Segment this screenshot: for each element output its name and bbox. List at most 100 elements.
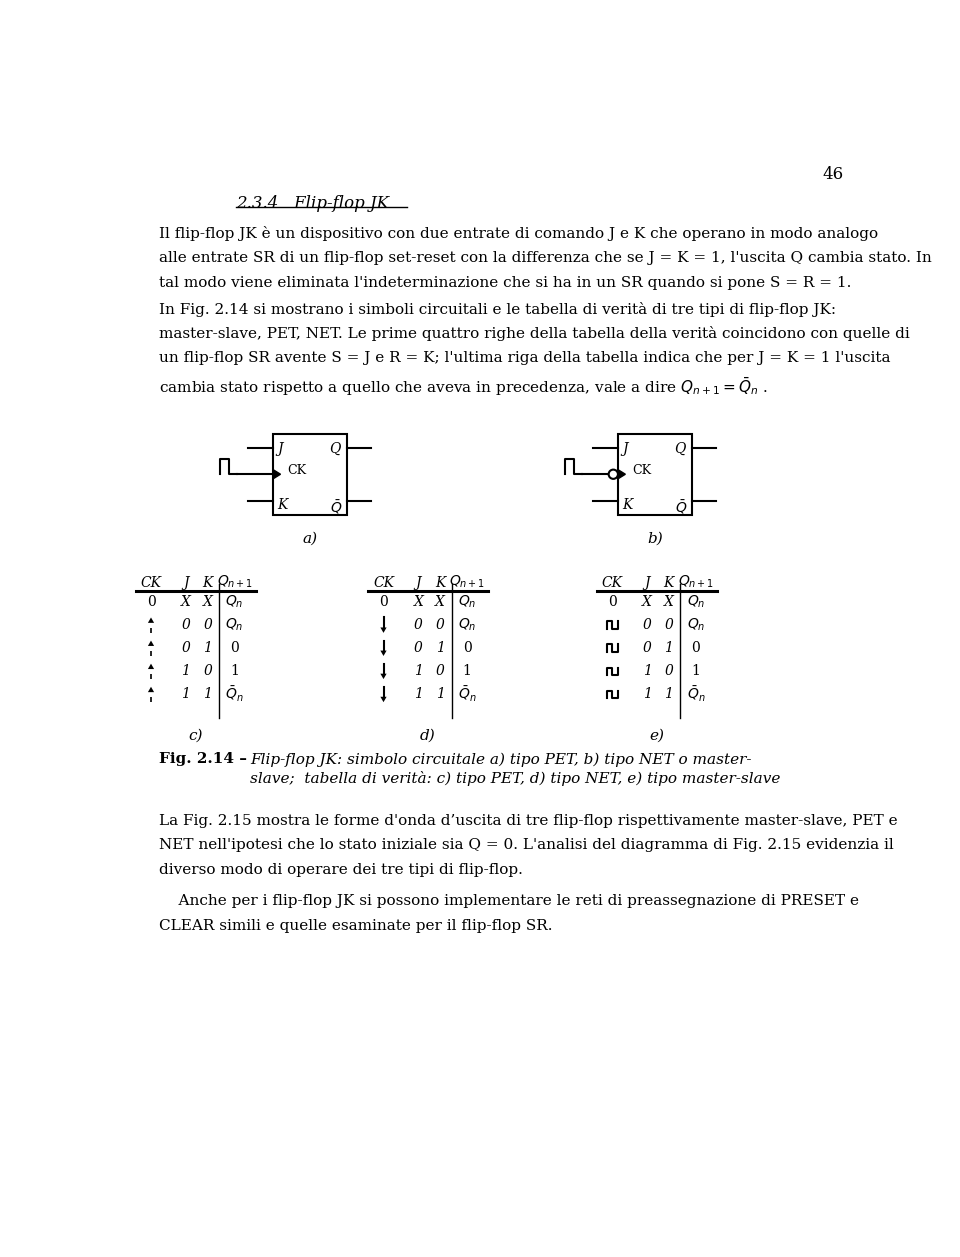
Text: 1: 1 xyxy=(642,688,652,701)
Text: $\bar{Q}_n$: $\bar{Q}_n$ xyxy=(226,685,244,704)
Text: J: J xyxy=(623,441,628,455)
Text: slave;  tabella di verità: c) tipo PET, d) tipo NET, e) tipo master-slave: slave; tabella di verità: c) tipo PET, d… xyxy=(251,771,780,786)
Text: diverso modo di operare dei tre tipi di flip-flop.: diverso modo di operare dei tre tipi di … xyxy=(158,864,522,877)
Text: 0: 0 xyxy=(642,641,652,655)
Text: 1: 1 xyxy=(181,665,190,679)
Text: 1: 1 xyxy=(181,688,190,701)
Text: 0: 0 xyxy=(642,618,652,632)
Text: $Q_n$: $Q_n$ xyxy=(458,593,476,610)
Text: Fig. 2.14 –: Fig. 2.14 – xyxy=(158,752,257,767)
Text: 1: 1 xyxy=(414,665,422,679)
Text: Anche per i flip-flop JK si possono implementare le reti di preassegnazione di P: Anche per i flip-flop JK si possono impl… xyxy=(158,894,859,908)
Polygon shape xyxy=(148,664,155,669)
Bar xyxy=(618,434,691,514)
Bar xyxy=(273,434,347,514)
Text: 1: 1 xyxy=(204,688,212,701)
Polygon shape xyxy=(380,696,387,703)
Text: 0: 0 xyxy=(379,595,388,610)
Text: K: K xyxy=(663,576,674,590)
Text: CK: CK xyxy=(140,576,161,590)
Text: 0: 0 xyxy=(204,618,212,632)
Text: 1: 1 xyxy=(436,688,444,701)
Text: Q: Q xyxy=(329,441,341,455)
Text: X: X xyxy=(642,595,652,610)
Text: 0: 0 xyxy=(436,665,444,679)
Text: 0: 0 xyxy=(204,665,212,679)
Text: $Q_n$: $Q_n$ xyxy=(686,617,705,634)
Text: $Q_n$: $Q_n$ xyxy=(226,617,244,634)
Text: 0: 0 xyxy=(691,641,700,655)
Polygon shape xyxy=(273,470,280,479)
Text: 1: 1 xyxy=(414,688,422,701)
Text: J: J xyxy=(416,576,421,590)
Text: $\bar{Q}$: $\bar{Q}$ xyxy=(675,498,686,515)
Text: 1: 1 xyxy=(463,665,471,679)
Text: a): a) xyxy=(302,532,318,546)
Text: 0: 0 xyxy=(414,641,422,655)
Text: alle entrate SR di un flip-flop set-reset con la differenza che se J = K = 1, l': alle entrate SR di un flip-flop set-rese… xyxy=(158,251,931,265)
Text: K: K xyxy=(277,498,288,512)
Text: 1: 1 xyxy=(204,641,212,655)
Text: b): b) xyxy=(647,532,662,546)
Text: $Q_{n+1}$: $Q_{n+1}$ xyxy=(678,573,714,590)
Text: 0: 0 xyxy=(414,618,422,632)
Text: c): c) xyxy=(188,728,203,743)
Text: X: X xyxy=(435,595,445,610)
Text: K: K xyxy=(435,576,445,590)
Text: e): e) xyxy=(649,728,664,743)
Text: $Q_n$: $Q_n$ xyxy=(458,617,476,634)
Text: 2.3.4   Flip-flop JK: 2.3.4 Flip-flop JK xyxy=(236,196,389,212)
Text: $\bar{Q}_n$: $\bar{Q}_n$ xyxy=(686,685,705,704)
Text: $\bar{Q}_n$: $\bar{Q}_n$ xyxy=(458,685,476,704)
Text: $\bar{Q}$: $\bar{Q}$ xyxy=(329,498,342,515)
Text: 0: 0 xyxy=(608,595,616,610)
Text: 1: 1 xyxy=(230,665,239,679)
Text: X: X xyxy=(414,595,423,610)
Text: 0: 0 xyxy=(181,618,190,632)
Text: 0: 0 xyxy=(230,641,239,655)
Polygon shape xyxy=(148,686,155,693)
Text: CK: CK xyxy=(373,576,394,590)
Circle shape xyxy=(609,470,618,479)
Text: 0: 0 xyxy=(664,618,673,632)
Text: X: X xyxy=(180,595,191,610)
Text: CK: CK xyxy=(632,464,651,476)
Polygon shape xyxy=(380,651,387,656)
Text: 46: 46 xyxy=(823,166,844,184)
Polygon shape xyxy=(618,470,625,479)
Polygon shape xyxy=(380,627,387,632)
Text: In Fig. 2.14 si mostrano i simboli circuitali e le tabella di verità di tre tipi: In Fig. 2.14 si mostrano i simboli circu… xyxy=(158,302,836,317)
Text: NET nell'ipotesi che lo stato iniziale sia Q = 0. L'analisi del diagramma di Fig: NET nell'ipotesi che lo stato iniziale s… xyxy=(158,838,894,852)
Text: 1: 1 xyxy=(664,641,673,655)
Text: 0: 0 xyxy=(463,641,471,655)
Text: tal modo viene eliminata l'indeterminazione che si ha in un SR quando si pone S : tal modo viene eliminata l'indeterminazi… xyxy=(158,275,852,289)
Text: CK: CK xyxy=(602,576,623,590)
Text: CK: CK xyxy=(287,464,306,476)
Text: 0: 0 xyxy=(664,665,673,679)
Polygon shape xyxy=(148,617,155,623)
Text: master-slave, PET, NET. Le prime quattro righe della tabella della verità coinci: master-slave, PET, NET. Le prime quattro… xyxy=(158,327,909,342)
Text: d): d) xyxy=(420,728,436,743)
Text: J: J xyxy=(644,576,650,590)
Polygon shape xyxy=(148,641,155,646)
Text: 1: 1 xyxy=(664,688,673,701)
Text: $Q_{n+1}$: $Q_{n+1}$ xyxy=(449,573,486,590)
Text: 1: 1 xyxy=(436,641,444,655)
Text: K: K xyxy=(203,576,213,590)
Text: Q: Q xyxy=(675,441,685,455)
Text: 1: 1 xyxy=(691,665,700,679)
Text: La Fig. 2.15 mostra le forme d'onda d’uscita di tre flip-flop rispettivamente ma: La Fig. 2.15 mostra le forme d'onda d’us… xyxy=(158,813,898,828)
Text: J: J xyxy=(277,441,283,455)
Text: cambia stato rispetto a quello che aveva in precedenza, vale a dire $Q_{n+1} = \: cambia stato rispetto a quello che aveva… xyxy=(158,376,768,397)
Text: 1: 1 xyxy=(642,665,652,679)
Text: X: X xyxy=(203,595,212,610)
Text: CLEAR simili e quelle esaminate per il flip-flop SR.: CLEAR simili e quelle esaminate per il f… xyxy=(158,919,552,933)
Text: $Q_n$: $Q_n$ xyxy=(686,593,705,610)
Text: 0: 0 xyxy=(181,641,190,655)
Text: 0: 0 xyxy=(147,595,156,610)
Text: $Q_n$: $Q_n$ xyxy=(226,593,244,610)
Text: K: K xyxy=(623,498,633,512)
Polygon shape xyxy=(380,674,387,679)
Text: X: X xyxy=(663,595,674,610)
Text: un flip-flop SR avente S = J e R = K; l'ultima riga della tabella indica che per: un flip-flop SR avente S = J e R = K; l'… xyxy=(158,351,890,365)
